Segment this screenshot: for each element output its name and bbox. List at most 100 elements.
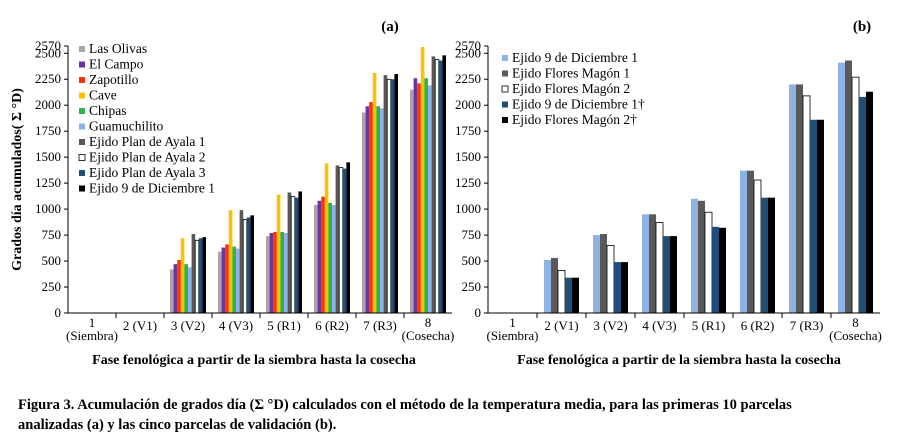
x-tick-label: 2 (V1) xyxy=(123,318,157,333)
legend-label: Ejido 9 de Diciembre 1 xyxy=(512,50,638,65)
bar xyxy=(431,56,436,314)
y-tick-label: 2500 xyxy=(35,45,61,60)
bar xyxy=(600,234,607,313)
bar xyxy=(438,60,443,314)
bar xyxy=(202,237,206,313)
legend-swatch xyxy=(501,85,509,93)
legend-swatch xyxy=(79,92,85,99)
bar xyxy=(753,179,762,314)
x-tick-label: 5 (R1) xyxy=(267,318,301,333)
x-tick-label: 8 xyxy=(425,315,432,330)
bar xyxy=(565,277,572,313)
bar xyxy=(442,55,446,314)
y-tick-label: 1250 xyxy=(455,175,481,190)
bar xyxy=(239,210,244,313)
bar xyxy=(284,233,288,313)
bar xyxy=(655,222,664,314)
y-tick-label: 2250 xyxy=(35,71,61,86)
bar xyxy=(218,251,222,313)
bar xyxy=(290,196,296,314)
bar xyxy=(332,204,336,313)
y-tick-label: 2250 xyxy=(455,71,481,86)
y-tick-label: 2000 xyxy=(35,97,61,112)
x-tick-label: 7 (R3) xyxy=(363,318,397,333)
bar xyxy=(621,262,628,313)
y-axis-title: Grados día acumulados( Σ °D) xyxy=(10,88,25,271)
bar xyxy=(184,264,188,313)
bar xyxy=(280,231,284,313)
bar xyxy=(712,226,719,313)
x-tick-label: 3 (V2) xyxy=(593,318,627,333)
bar xyxy=(810,119,817,313)
x-tick-label: (Siembra) xyxy=(66,328,118,343)
bar xyxy=(420,47,425,313)
bar xyxy=(287,192,292,313)
x-tick-label: (Cosecha) xyxy=(402,328,455,343)
y-tick-label: 1750 xyxy=(455,123,481,138)
caption-line-1: Figura 3. Acumulación de grados día (Σ °… xyxy=(18,397,792,413)
legend-label: Zapotillo xyxy=(89,72,139,87)
y-tick-label: 1500 xyxy=(35,149,61,164)
legend-label: Ejido Plan de Ayala 1 xyxy=(89,134,206,149)
x-tick-label: (Cosecha) xyxy=(829,328,882,343)
caption-line-2: analizadas (a) y las cinco parcelas de v… xyxy=(18,417,337,433)
bar xyxy=(338,167,344,314)
legend-swatch xyxy=(78,154,86,161)
bar xyxy=(317,200,322,313)
bar xyxy=(859,96,866,313)
bar xyxy=(796,84,803,313)
y-tick-label: 2500 xyxy=(455,45,481,60)
legend-label: Ejido Flores Magón 2 xyxy=(512,81,630,96)
legend-label: Guamuchilito xyxy=(89,119,163,134)
y-tick-label: 1000 xyxy=(455,201,481,216)
bar xyxy=(328,202,332,313)
legend-swatch xyxy=(79,139,85,145)
bar xyxy=(719,227,726,313)
figure-caption: Figura 3. Acumulación de grados día (Σ °… xyxy=(18,395,888,435)
panel-label: (a) xyxy=(381,19,399,35)
legend-label: Ejido Plan de Ayala 2 xyxy=(89,150,206,165)
bar xyxy=(365,106,370,314)
bar xyxy=(544,260,551,313)
bar xyxy=(383,75,388,313)
x-tick-label: 1 xyxy=(89,315,96,330)
legend-label: Ejido 9 de Diciembre 1 xyxy=(89,181,215,196)
bar xyxy=(228,210,233,313)
legend-label: El Campo xyxy=(89,57,144,72)
y-tick-label: 250 xyxy=(462,279,482,294)
chart-panel-b: (b) 0 250 500 750 1000 1250 1500 1750 2000 2250 250… xyxy=(455,19,882,368)
bar xyxy=(372,73,377,313)
x-tick-label: (Siembra) xyxy=(487,328,539,343)
legend-label: Cave xyxy=(89,88,117,103)
bar xyxy=(298,191,302,313)
bar xyxy=(761,197,768,313)
x-tick-label: 7 (R3) xyxy=(790,318,824,333)
legend-swatch xyxy=(502,101,508,108)
bar xyxy=(747,170,754,313)
bar xyxy=(789,84,796,313)
legend-swatch xyxy=(502,55,508,61)
bar xyxy=(417,83,421,313)
bar xyxy=(551,257,558,313)
bar xyxy=(376,106,380,314)
bar xyxy=(294,197,299,313)
bar xyxy=(740,170,747,313)
bar xyxy=(273,231,277,313)
bar xyxy=(346,162,350,313)
bar xyxy=(691,198,698,313)
bar xyxy=(188,267,192,313)
bar xyxy=(614,262,621,313)
bar xyxy=(221,247,226,313)
bar xyxy=(369,102,373,313)
bar xyxy=(557,270,566,314)
x-tick-label: 6 (R2) xyxy=(741,318,775,333)
bar xyxy=(413,78,418,313)
x-tick-label: 8 xyxy=(852,315,859,330)
legend-swatch xyxy=(79,108,85,114)
bar xyxy=(250,215,254,313)
legend-swatch xyxy=(79,77,85,83)
legend-label: Las Olivas xyxy=(89,41,147,56)
bar xyxy=(434,59,440,314)
y-tick-label: 0 xyxy=(475,305,482,320)
y-tick-label: 0 xyxy=(55,305,62,320)
